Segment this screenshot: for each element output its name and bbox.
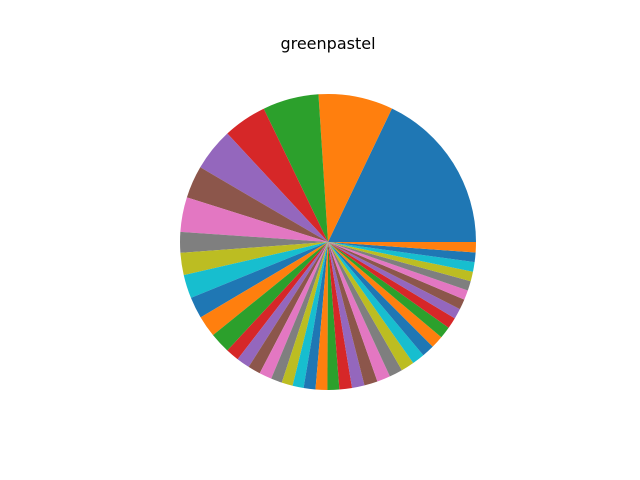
pie-slice-6: [186, 167, 328, 242]
pie-slice-31: [328, 242, 433, 356]
pie-slice-18: [271, 242, 328, 383]
pie-slice-29: [328, 242, 414, 371]
pie-slice-20: [292, 242, 328, 388]
pie-slice-26: [328, 242, 378, 386]
pie-slice-7: [180, 197, 328, 242]
pie-slice-1: [328, 108, 476, 243]
pie-slice-2: [318, 93, 392, 243]
pie-slice-42: [328, 242, 476, 253]
pie-slice-19: [281, 242, 328, 386]
pie-slice-35: [328, 242, 460, 319]
chart-title: greenpastel: [280, 34, 375, 53]
pie-slice-37: [328, 242, 468, 300]
pie-slice-32: [328, 242, 442, 347]
pie-slice-11: [190, 242, 328, 318]
pie-slice-30: [328, 242, 424, 363]
pie-slice-3: [263, 94, 328, 242]
pie-slice-27: [328, 242, 390, 382]
pie-slice-40: [328, 242, 475, 272]
pie-slice-41: [328, 242, 476, 263]
pie-slice-25: [328, 242, 365, 389]
pie-slice-16: [248, 242, 328, 374]
pie-slice-39: [328, 242, 473, 282]
pie-slice-38: [328, 242, 471, 291]
pie-slices: [180, 93, 476, 391]
pie-slice-12: [200, 242, 328, 336]
pie-slice-33: [328, 242, 449, 338]
pie-slice-14: [227, 242, 328, 360]
pie-slice-13: [213, 242, 328, 351]
pie-slice-34: [328, 242, 455, 328]
pie-slice-4: [227, 108, 328, 242]
pie-slice-36: [328, 242, 465, 310]
pie-slice-21: [303, 242, 328, 390]
pie-slice-10: [183, 242, 328, 298]
pie-slice-28: [328, 242, 402, 377]
pie-slice-17: [259, 242, 328, 379]
pie-slice-23: [327, 242, 340, 391]
pie-slice-24: [328, 242, 353, 390]
pie-slice-5: [200, 133, 328, 242]
pie-slice-9: [180, 242, 328, 276]
pie-slice-8: [180, 231, 328, 253]
pie-slice-15: [237, 242, 328, 367]
pie-slice-22: [315, 242, 328, 390]
